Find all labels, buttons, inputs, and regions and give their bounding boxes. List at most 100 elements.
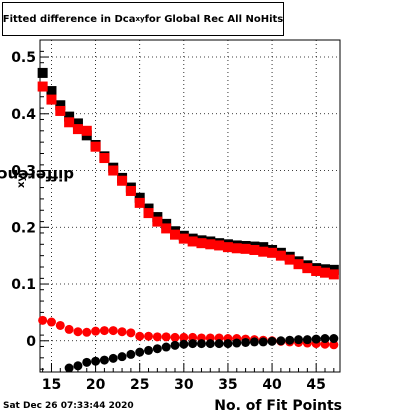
data-point-black-square: [37, 67, 48, 78]
data-point-black-circle: [161, 342, 171, 352]
data-point-black-circle: [276, 336, 286, 346]
data-point-red-circle: [55, 320, 65, 330]
data-point-red-circle: [179, 332, 189, 342]
data-point-black-square: [64, 111, 75, 122]
data-point-black-circle: [108, 353, 118, 363]
data-point-red-square: [125, 185, 136, 196]
data-point-red-square: [108, 165, 119, 176]
data-point-red-circle: [91, 326, 101, 336]
data-point-black-circle: [205, 339, 215, 349]
chart-title-suffix: for Global Rec All NoHits: [144, 13, 284, 25]
data-point-black-circle: [267, 336, 277, 346]
x-axis-ticks: 15 20 25 30 35 40 45: [42, 363, 335, 393]
data-point-red-square: [99, 153, 110, 164]
data-point-red-square: [196, 238, 207, 249]
data-point-red-square: [249, 244, 260, 255]
data-point-red-square: [293, 259, 304, 270]
data-point-red-square: [90, 141, 101, 152]
data-point-black-square: [72, 118, 83, 129]
x-tick-label: 25: [130, 377, 149, 393]
data-point-black-circle: [196, 339, 206, 349]
data-point-black-circle: [241, 337, 251, 347]
data-point-black-circle: [223, 339, 233, 349]
data-point-black-square: [134, 192, 145, 203]
data-point-black-circle: [152, 344, 162, 354]
y-tick-label: 0.2: [11, 220, 36, 236]
data-point-red-square: [328, 269, 339, 280]
chart-title: Fitted difference in Dca xy for Global Re…: [2, 2, 284, 36]
data-point-red-circle: [152, 332, 162, 342]
chart-title-prefix: Fitted difference in Dca: [2, 13, 136, 25]
data-point-red-square: [37, 81, 48, 92]
data-point-red-square: [55, 105, 66, 116]
data-point-black-circle: [64, 363, 74, 373]
data-point-red-square: [302, 263, 313, 274]
data-point-red-circle: [46, 317, 56, 327]
data-point-black-circle: [285, 335, 295, 345]
data-point-red-square: [187, 236, 198, 247]
data-point-red-square: [143, 208, 154, 219]
data-point-black-circle: [91, 356, 101, 366]
y-tick-label: 0.4: [11, 107, 36, 123]
data-point-black-circle: [117, 352, 127, 362]
data-point-red-square: [170, 229, 180, 240]
x-axis-label: No. of Fit Points: [214, 398, 342, 414]
data-point-black-square: [55, 100, 66, 111]
data-point-red-square: [214, 240, 225, 251]
data-point-red-square: [46, 94, 57, 105]
data-point-black-square: [46, 86, 57, 97]
data-point-black-circle: [320, 334, 330, 344]
data-point-red-circle: [170, 332, 180, 342]
data-point-red-circle: [64, 324, 74, 334]
data-point-red-circle: [117, 327, 127, 337]
data-point-red-square: [320, 267, 330, 278]
data-point-black-circle: [135, 347, 145, 357]
data-point-black-circle: [311, 334, 321, 344]
data-point-black-circle: [329, 334, 339, 344]
data-point-red-square: [161, 223, 172, 234]
data-point-red-circle: [161, 332, 171, 342]
data-point-red-square: [267, 247, 278, 258]
data-point-red-circle: [188, 332, 198, 342]
data-point-red-circle: [329, 340, 339, 350]
data-point-black-circle: [249, 337, 259, 347]
data-point-red-circle: [135, 331, 145, 341]
data-point-red-circle: [144, 331, 154, 341]
y-tick-label: 0.1: [11, 277, 36, 293]
data-point-red-circle: [73, 327, 83, 337]
data-point-black-circle: [99, 355, 109, 365]
data-point-black-circle: [126, 349, 136, 359]
data-point-black-circle: [170, 340, 180, 350]
timestamp: Sat Dec 26 07:33:44 2020: [3, 401, 134, 411]
data-point-red-square: [311, 265, 322, 276]
y-axis-ticks: 0 0.1 0.2 0.3 0.4 0.5: [11, 39, 49, 370]
data-point-black-circle: [188, 339, 198, 349]
data-point-red-square: [64, 117, 75, 128]
data-point-black-circle: [82, 357, 92, 367]
data-point-black-circle: [179, 339, 189, 349]
data-point-red-square: [231, 243, 242, 254]
data-point-black-circle: [294, 335, 304, 345]
data-point-red-square: [178, 233, 189, 244]
data-point-red-square: [205, 239, 216, 250]
data-points: [37, 67, 339, 373]
y-axis-label-main: difference in Dca: [0, 166, 74, 184]
data-point-red-circle: [99, 326, 109, 336]
data-point-black-circle: [214, 339, 224, 349]
x-tick-label: 20: [86, 377, 106, 393]
data-point-red-circle: [82, 327, 92, 337]
data-point-black-circle: [232, 338, 242, 348]
grid-lines: [40, 40, 340, 372]
data-point-red-square: [152, 216, 163, 227]
data-point-red-circle: [108, 326, 118, 336]
data-point-red-circle: [126, 328, 136, 338]
data-point-red-square: [258, 246, 269, 257]
data-point-black-circle: [144, 345, 154, 355]
data-point-black-circle: [302, 335, 312, 345]
data-point-red-square: [284, 254, 295, 265]
y-tick-label: 0: [26, 334, 36, 350]
data-point-black-circle: [73, 361, 83, 371]
x-tick-label: 40: [262, 377, 282, 393]
data-point-red-square: [240, 243, 251, 254]
